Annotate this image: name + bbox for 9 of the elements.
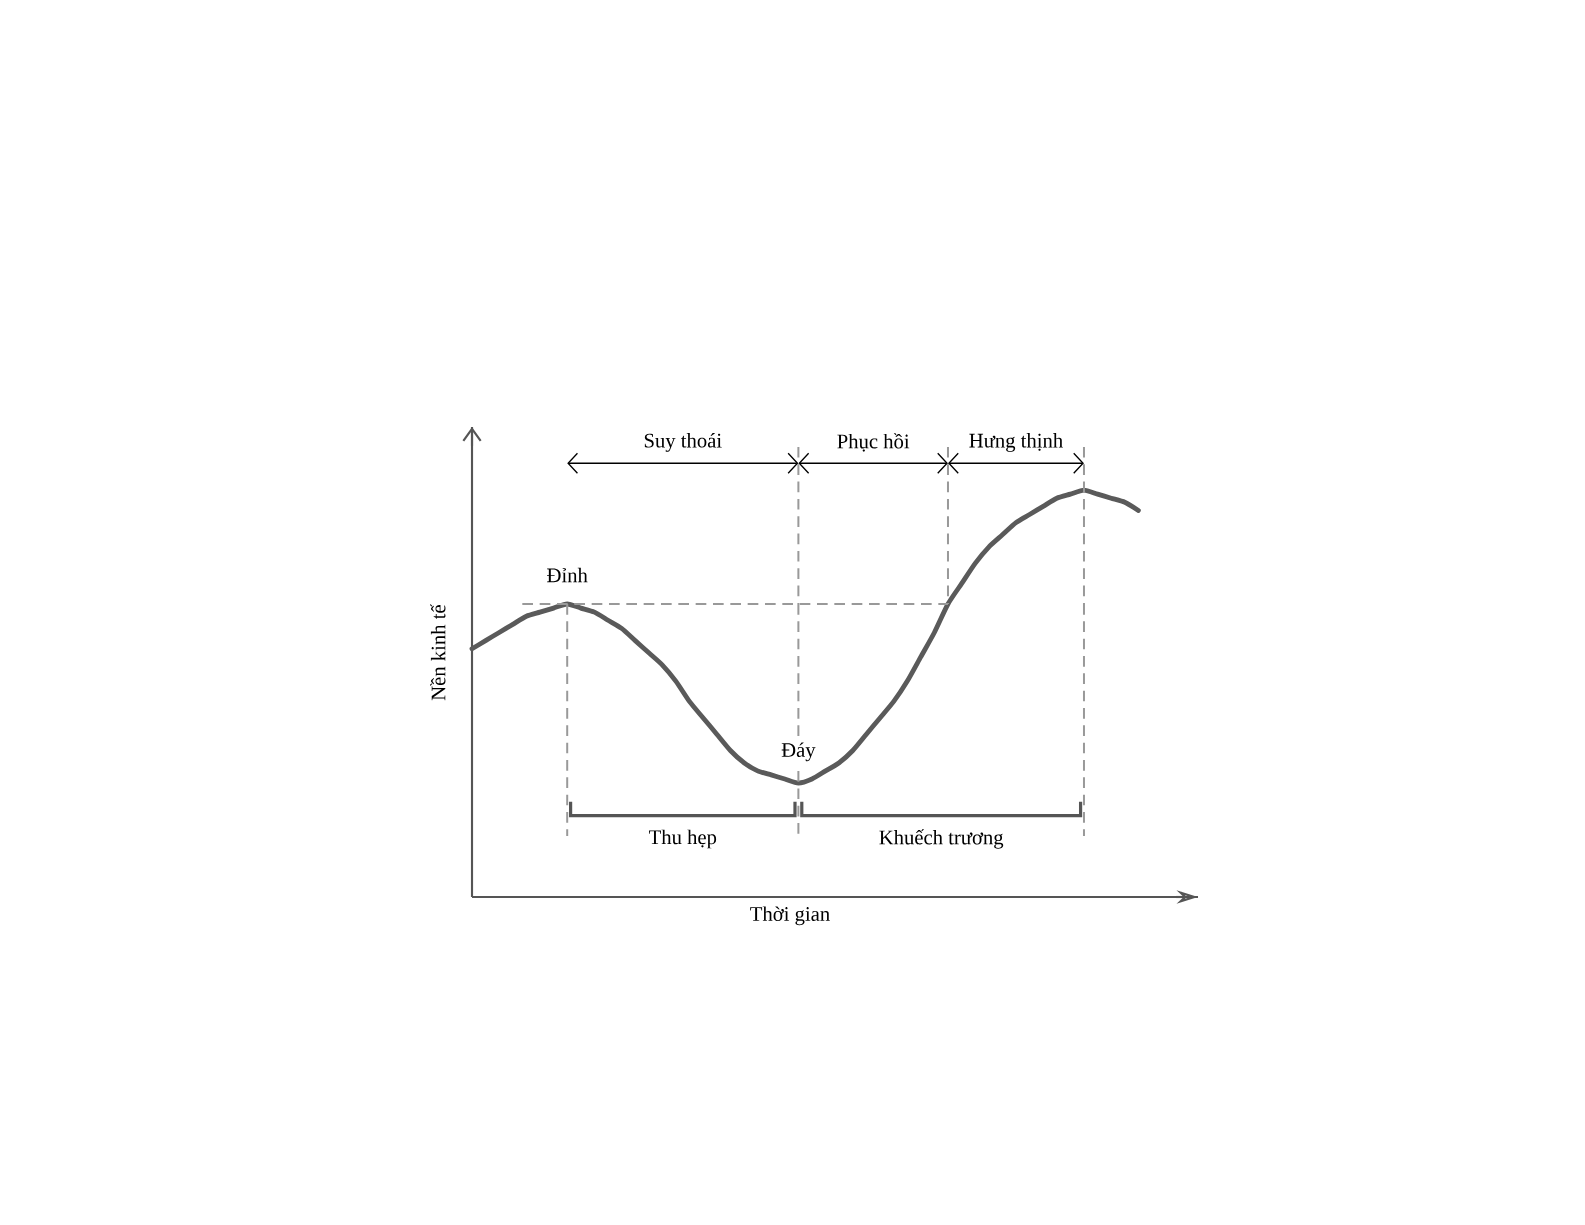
x-axis-title: Thời gian	[750, 906, 830, 926]
text: Hưng thịnh	[969, 433, 1063, 452]
annotation: Thu hẹp	[649, 829, 717, 849]
annotation: Đỉnh	[547, 567, 588, 583]
text: Suy thoái	[644, 433, 722, 452]
annotation: Khuếch trương	[879, 829, 1004, 849]
annotation: Đáy	[781, 742, 816, 762]
text: Phục hồi	[837, 433, 910, 452]
y-axis-title: Nền kinh tế	[430, 603, 446, 701]
